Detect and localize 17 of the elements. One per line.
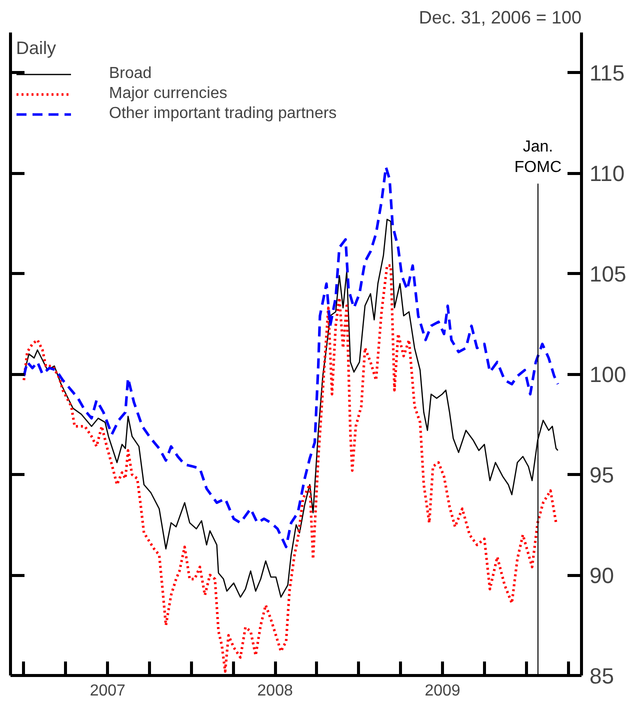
legend-label: Major currencies <box>109 85 228 103</box>
y-tick-label: 115 <box>590 60 625 86</box>
y-tick-label: 90 <box>590 563 614 588</box>
legend-title: Daily <box>16 38 58 59</box>
y-tick-label: 105 <box>590 262 626 287</box>
line-series <box>22 264 558 673</box>
x-tick-label: 2009 <box>424 682 460 700</box>
y-tick-label: 100 <box>590 362 626 388</box>
x-tick-label: 2007 <box>90 682 126 700</box>
y-axis-title: Dec. 31, 2006 = 100 <box>418 8 582 28</box>
legend-label: Other important trading partners <box>109 105 337 123</box>
y-tick-label: 85 <box>590 664 614 688</box>
y-tick-label: 110 <box>590 161 625 186</box>
legend-label: Broad <box>109 65 152 83</box>
ref-line-label: Jan. FOMC <box>514 138 562 176</box>
y-tick-label: 95 <box>590 462 614 488</box>
x-tick-label: 2008 <box>257 682 293 700</box>
